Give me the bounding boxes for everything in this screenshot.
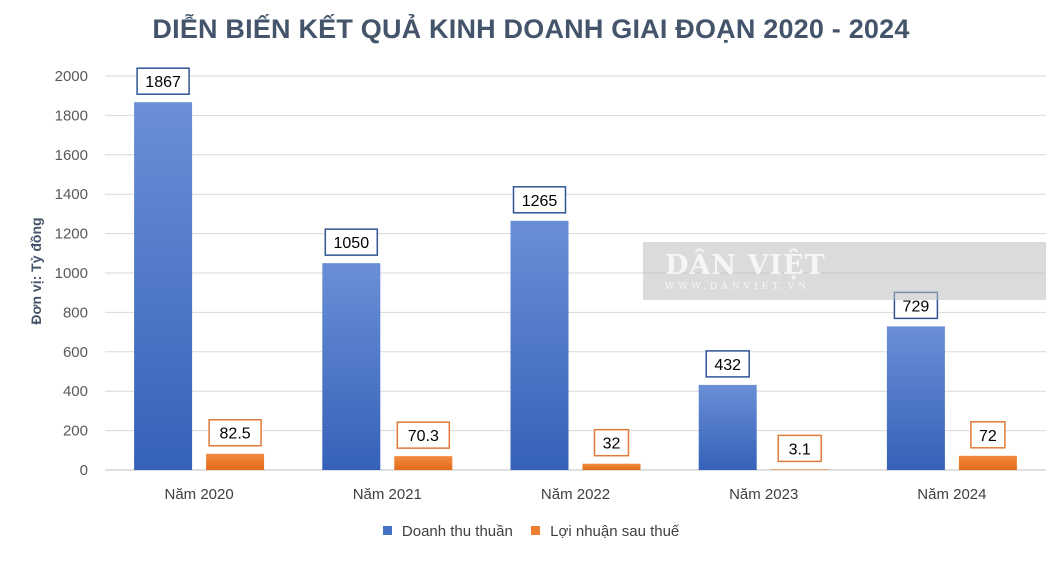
legend-swatch-profit [531, 526, 540, 535]
bar-revenue [510, 220, 569, 470]
x-tick-label: Năm 2021 [353, 486, 422, 503]
legend-swatch-revenue [382, 526, 392, 535]
data-label-box-profit [208, 418, 262, 447]
bar-profit [958, 455, 1017, 470]
y-axis-label: Đơn vị: Tỷ đồng [28, 217, 44, 324]
watermark: DÂN VIỆT WWW.DANVIET.VN [643, 242, 1046, 300]
legend-label-profit: Lợi nhuận sau thuế [550, 523, 680, 540]
bar-revenue [698, 384, 757, 470]
y-tick-label: 400 [63, 383, 88, 400]
legend-item-profit: Lợi nhuận sau thuế [531, 523, 679, 540]
x-tick-label: Năm 2024 [917, 486, 986, 503]
data-label-box-profit [593, 428, 630, 457]
data-labels: 1867 82.5 1050 70.3 1265 32 432 3.1 729 72 [136, 67, 1006, 463]
y-tick-label: 1000 [55, 265, 88, 282]
y-tick-label: 1600 [55, 147, 88, 164]
legend-item-revenue: Doanh thu thuần [382, 523, 513, 540]
gridlines [105, 75, 1046, 432]
y-tick-label: 600 [63, 344, 88, 361]
x-tick-label: Năm 2022 [541, 486, 610, 503]
x-tick-label: Năm 2023 [729, 486, 798, 503]
bar-profit [770, 469, 829, 470]
bar-profit [206, 453, 265, 470]
data-label-profit: 3.1 [789, 441, 811, 458]
bar-profit [394, 456, 453, 470]
data-label-box-revenue [512, 186, 567, 214]
data-label-box-revenue [324, 228, 379, 256]
y-tick-label: 0 [80, 462, 88, 479]
y-tick-label: 2000 [55, 68, 88, 85]
data-label-profit: 72 [979, 428, 997, 445]
data-label-revenue: 432 [714, 357, 741, 374]
chart-title: DIỄN BIẾN KẾT QUẢ KINH DOANH GIAI ĐOẠN 2… [152, 14, 910, 44]
bar-revenue [886, 326, 945, 470]
watermark-logo: DÂN VIỆT [665, 250, 826, 281]
data-label-box-profit [396, 421, 451, 449]
data-label-revenue: 1867 [145, 74, 181, 91]
data-label-revenue: 1265 [522, 193, 558, 210]
data-label-box-revenue [136, 67, 190, 95]
bars [134, 102, 1017, 471]
legend: Doanh thu thuần Lợi nhuận sau thuế [0, 523, 1062, 540]
data-label-profit: 32 [603, 436, 621, 453]
bar-revenue [322, 263, 381, 470]
data-label-profit: 82.5 [220, 426, 251, 443]
y-tick-label: 200 [63, 423, 88, 440]
data-label-box-profit [777, 434, 822, 463]
legend-label-revenue: Doanh thu thuần [401, 523, 513, 540]
data-label-revenue: 729 [903, 298, 930, 315]
x-tick-label: Năm 2020 [164, 486, 233, 503]
data-label-box-revenue [705, 350, 750, 378]
bar-profit [582, 463, 641, 470]
data-label-revenue: 1050 [334, 235, 370, 252]
data-label-profit: 70.3 [408, 428, 439, 445]
bar-revenue [134, 102, 193, 471]
y-tick-label: 1400 [55, 186, 88, 203]
y-tick-label: 1200 [55, 226, 88, 243]
watermark-url: WWW.DANVIET.VN [665, 282, 811, 292]
y-tick-label: 800 [63, 304, 88, 321]
y-tick-label: 1800 [55, 107, 88, 124]
data-label-box-profit [970, 421, 1006, 449]
